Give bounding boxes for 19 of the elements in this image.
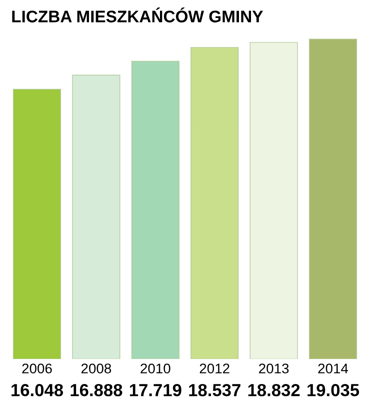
- bar: [72, 74, 120, 360]
- data-label: 19.035: [308, 384, 360, 396]
- chart-title: LICZBA MIESZKAŃCÓW GMINY: [12, 8, 263, 22]
- data-label: 17.719: [130, 384, 182, 396]
- data-label: 18.537: [189, 384, 240, 396]
- data-label: 16.048: [12, 384, 64, 396]
- x-tick-label: 2014: [318, 364, 348, 374]
- bar: [308, 38, 358, 360]
- bar: [12, 88, 62, 360]
- bar: [250, 42, 298, 360]
- x-tick-label: 2012: [200, 364, 230, 374]
- bar: [190, 47, 239, 360]
- x-tick-label: 2006: [22, 364, 52, 374]
- data-label: 16.888: [70, 384, 122, 396]
- data-label: 18.832: [248, 384, 300, 396]
- bar: [131, 60, 180, 360]
- x-tick-label: 2008: [81, 364, 112, 374]
- x-tick-label: 2010: [140, 364, 170, 374]
- x-tick-label: 2013: [259, 364, 289, 374]
